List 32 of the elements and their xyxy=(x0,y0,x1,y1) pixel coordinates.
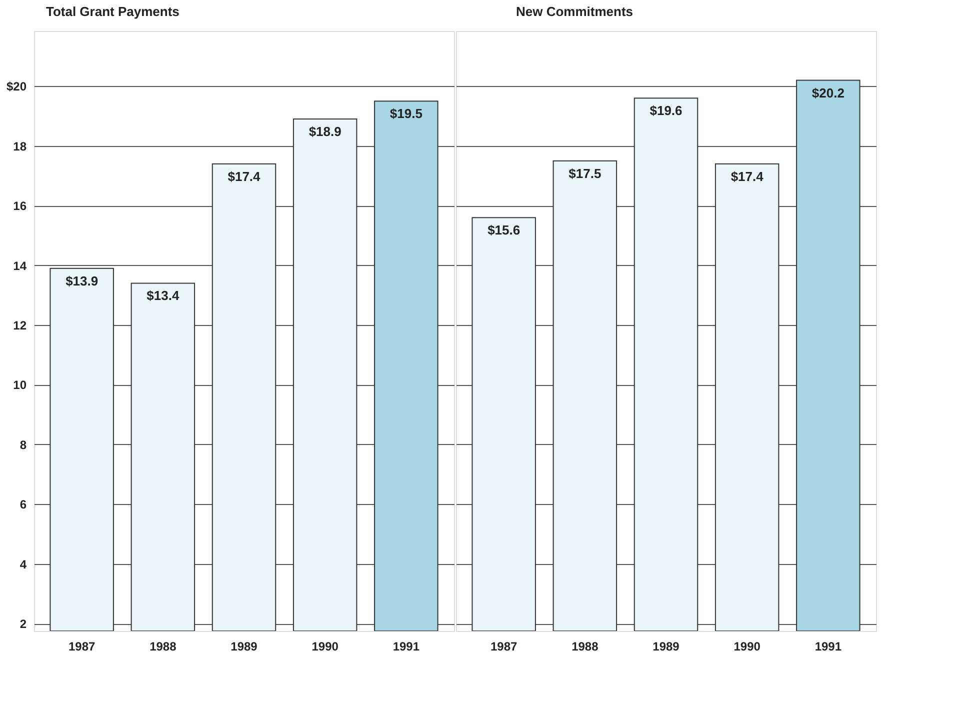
data-label: $17.4 xyxy=(228,168,262,184)
data-label: $13.4 xyxy=(146,288,180,304)
x-tick-label: 1991 xyxy=(392,640,420,654)
x-tick-label: 1988 xyxy=(150,640,177,654)
x-tick-label: 1989 xyxy=(230,640,258,654)
y-tick-label: $20 xyxy=(6,80,27,94)
y-tick-label: 18 xyxy=(13,139,27,154)
y-tick-label: 4 xyxy=(20,557,27,572)
chart-title: New Commitments xyxy=(516,4,634,19)
y-tick-label: 14 xyxy=(13,258,27,273)
chart-title: Total Grant Payments xyxy=(46,4,180,19)
x-tick-label: 1991 xyxy=(814,640,842,654)
y-tick-label: 8 xyxy=(20,438,27,452)
data-label: $13.9 xyxy=(66,273,98,288)
x-tick-label: 1989 xyxy=(652,640,680,654)
data-label: $18.9 xyxy=(308,124,342,140)
y-tick-label: 2 xyxy=(20,617,27,632)
y-tick-label: 10 xyxy=(13,378,27,392)
data-label: $20.2 xyxy=(812,85,844,100)
data-label: $17.5 xyxy=(568,166,602,181)
y-tick-label: 6 xyxy=(20,498,27,512)
x-tick-label: 1988 xyxy=(572,640,599,654)
data-label: $17.4 xyxy=(730,168,764,184)
x-tick-label: 1987 xyxy=(490,640,518,654)
data-label: $15.6 xyxy=(488,222,520,238)
data-label: $19.6 xyxy=(650,103,682,118)
y-tick-label: 16 xyxy=(13,199,27,214)
x-tick-label: 1990 xyxy=(312,640,339,654)
x-tick-label: 1990 xyxy=(734,640,761,654)
data-label: $19.5 xyxy=(390,106,422,122)
y-tick-label: 12 xyxy=(13,318,27,333)
x-tick-label: 1987 xyxy=(68,640,96,654)
